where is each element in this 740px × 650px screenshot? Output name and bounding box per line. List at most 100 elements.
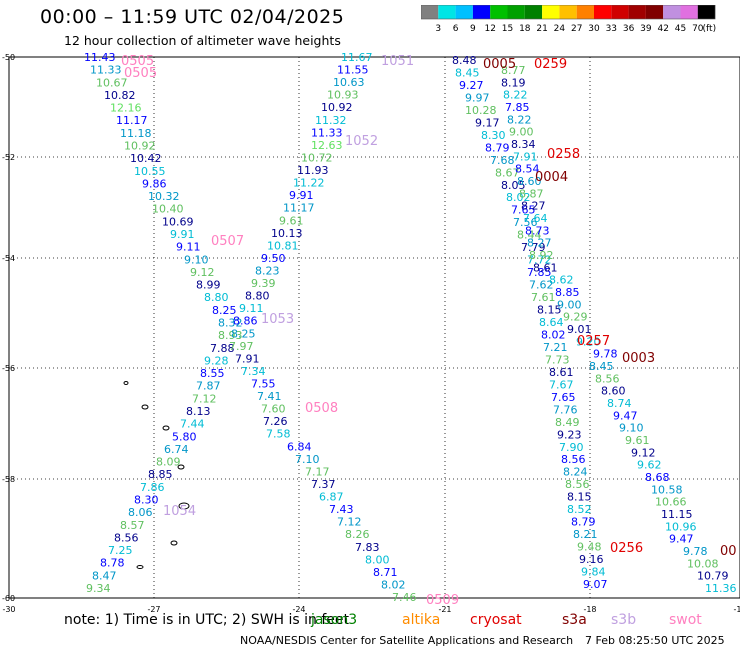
swh-value: 10.32 [148, 190, 180, 203]
swh-value: 7.85 [527, 266, 552, 279]
swh-value: 10.69 [162, 215, 194, 228]
swh-value: 11.33 [90, 64, 122, 77]
swh-value: 8.25 [231, 327, 256, 340]
swh-value: 7.86 [140, 481, 165, 494]
swh-value: 10.40 [152, 203, 184, 216]
swh-value: 7.85 [505, 101, 530, 114]
lat-label: -50 [2, 53, 15, 62]
swh-value: 8.68 [645, 471, 670, 484]
colorbar-tick: 30 [588, 24, 600, 34]
colorbar-tick: 15 [502, 24, 513, 34]
swh-value: 8.73 [525, 224, 550, 237]
swh-value: 8.71 [373, 566, 398, 579]
swh-value: 8.92 [529, 249, 554, 262]
swh-value: 9.16 [579, 553, 604, 566]
swh-value: 10.96 [665, 520, 697, 533]
swh-value: 8.60 [517, 175, 542, 188]
swh-value: 10.92 [124, 140, 156, 153]
swh-value: 9.97 [465, 91, 490, 104]
swh-value: 9.11 [176, 241, 201, 254]
island [123, 381, 129, 385]
map-subtitle: 12 hour collection of altimeter wave hei… [64, 33, 341, 48]
swh-value: 8.44 [517, 229, 542, 242]
legend-swot: swot [669, 612, 702, 628]
swh-value: 6.87 [319, 491, 344, 504]
swh-value: 8.99 [196, 279, 221, 292]
lon-label: -21 [438, 605, 451, 614]
swh-value: 9.00 [509, 126, 534, 139]
colorbar-swatch [559, 5, 577, 19]
swh-value: 8.19 [501, 76, 526, 89]
pass-id: 1051 [381, 54, 414, 69]
swh-value: 7.73 [545, 353, 570, 366]
colorbar-tick: 39 [640, 24, 652, 34]
swh-value: 10.79 [697, 570, 729, 583]
swh-value: 10.92 [321, 101, 353, 114]
swh-value: 8.22 [503, 89, 528, 102]
swh-value: 12.63 [311, 139, 343, 152]
swh-value: 8.79 [485, 141, 510, 154]
swh-value: 8.56 [595, 372, 620, 385]
swh-value: 11.32 [315, 114, 347, 127]
swh-value: 10.55 [134, 165, 166, 178]
swh-value: 10.63 [333, 76, 365, 89]
swh-value: 8.45 [589, 360, 614, 373]
pass-id: 0259 [534, 57, 567, 72]
swh-value: 9.12 [190, 266, 215, 279]
swh-value: 7.26 [263, 415, 288, 428]
swh-value: 8.54 [515, 163, 540, 176]
swh-value: 7.34 [241, 365, 266, 378]
legend-jason3: jason3 [311, 612, 358, 628]
colorbar-tick: 33 [606, 24, 617, 34]
lon-label: -24 [292, 605, 305, 614]
swh-value: 8.74 [607, 397, 632, 410]
swh-value: 8.22 [507, 113, 532, 126]
swh-value: 7.97 [229, 340, 254, 353]
swh-value: 7.76 [553, 403, 578, 416]
colorbar-tick: 12 [484, 24, 495, 34]
swh-value: 7.91 [235, 352, 260, 365]
swh-value: 7.17 [305, 465, 330, 478]
swh-value: 10.42 [130, 152, 162, 165]
swh-value: 8.48 [452, 54, 477, 67]
swh-value: 8.85 [555, 286, 580, 299]
swh-value: 11.18 [120, 127, 152, 140]
swh-value: 9.47 [613, 409, 638, 422]
swh-value: 10.67 [96, 76, 128, 89]
swh-value: 8.32 [218, 317, 243, 330]
swh-value: 9.10 [184, 253, 209, 266]
swh-value: 10.13 [271, 227, 303, 240]
colorbar-swatch [490, 5, 508, 19]
swh-value: 7.61 [531, 291, 556, 304]
colorbar-tick: 42 [657, 24, 668, 34]
swh-value: 9.12 [631, 446, 656, 459]
swh-value: 7.21 [543, 341, 568, 354]
swh-value: 6.74 [164, 443, 189, 456]
swh-value: 7.44 [180, 418, 205, 431]
lat-label: -52 [2, 153, 15, 162]
pass-id: 0257 [577, 334, 610, 349]
swh-value: 11.15 [661, 508, 693, 521]
swh-value: 9.07 [583, 578, 608, 591]
swh-value: 8.55 [200, 367, 225, 380]
island [177, 464, 185, 470]
swh-value: 8.64 [539, 316, 564, 329]
swh-value: 6.84 [287, 440, 312, 453]
swh-value: 10.58 [651, 483, 683, 496]
swh-value: 8.80 [204, 291, 229, 304]
swh-value: 9.39 [251, 277, 276, 290]
swh-value: 8.47 [92, 569, 117, 582]
island [162, 425, 170, 431]
colorbar-swatch [628, 5, 646, 19]
swh-value: 10.72 [301, 151, 333, 164]
swh-value: 8.61 [549, 366, 574, 379]
colorbar-unit: (ft) [703, 24, 717, 34]
swh-value: 9.01 [567, 323, 592, 336]
swh-value: 9.00 [557, 298, 582, 311]
swh-value: 7.83 [355, 541, 380, 554]
swh-value: 8.56 [114, 531, 139, 544]
swh-value: 9.86 [142, 177, 167, 190]
swh-value: 8.87 [519, 187, 544, 200]
colorbar-tick: 6 [453, 24, 459, 34]
